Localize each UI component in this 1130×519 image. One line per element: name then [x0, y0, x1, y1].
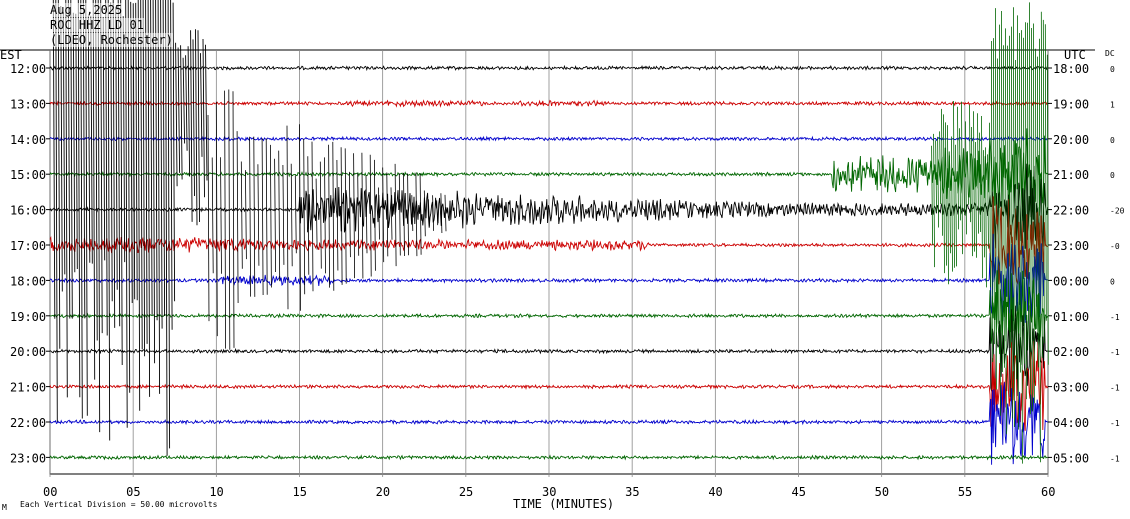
- x-tick-label: 15: [293, 485, 307, 499]
- utc-time-label: 19:00: [1053, 97, 1089, 111]
- seismic-traces: [49, 0, 1049, 465]
- trace-line: [49, 196, 1048, 285]
- est-time-label: 20:00: [10, 345, 46, 359]
- dc-offset-label: -1: [1110, 454, 1120, 463]
- trace-line: [49, 64, 1048, 72]
- est-time-label: 17:00: [10, 239, 46, 253]
- utc-time-label: 01:00: [1053, 310, 1089, 324]
- earthquake-coda: [207, 89, 447, 350]
- earthquake-signal: [52, 0, 208, 456]
- axis-labels: EST UTC DC TIME (MINUTES) M Each Vertica…: [0, 48, 1125, 512]
- header-location: (LDEO, Rochester): [50, 33, 173, 47]
- dc-axis-title: DC: [1105, 49, 1115, 58]
- dc-offset-label: -20: [1110, 207, 1125, 216]
- x-tick-label: 25: [459, 485, 473, 499]
- trace-line: [49, 233, 1048, 323]
- trace-line: [49, 341, 1049, 431]
- utc-time-label: 23:00: [1053, 239, 1089, 253]
- dc-offset-label: -0: [1110, 242, 1120, 251]
- x-tick-label: 30: [542, 485, 556, 499]
- est-time-label: 22:00: [10, 416, 46, 430]
- dc-offset-label: -1: [1110, 419, 1120, 428]
- est-time-label: 21:00: [10, 381, 46, 395]
- x-tick-label: 45: [792, 485, 806, 499]
- x-tick-label: 00: [43, 485, 57, 499]
- dc-offset-label: 0: [1110, 65, 1115, 74]
- header-date: Aug 5,2025: [50, 3, 123, 17]
- utc-time-label: 18:00: [1053, 62, 1089, 76]
- trace-line: [49, 454, 1048, 461]
- dc-offset-label: 0: [1110, 277, 1115, 286]
- x-tick-label: 50: [875, 485, 889, 499]
- header-station: ROC HHZ LD 01: [50, 18, 144, 32]
- est-axis-title: EST: [0, 48, 22, 62]
- corner-mark: M: [2, 503, 7, 512]
- trace-line: [49, 163, 1049, 249]
- dc-offset-label: -1: [1110, 313, 1120, 322]
- est-time-label: 13:00: [10, 97, 46, 111]
- dc-offset-label: -1: [1110, 348, 1120, 357]
- x-tick-label: 05: [126, 485, 140, 499]
- utc-time-label: 21:00: [1053, 168, 1089, 182]
- utc-time-label: 03:00: [1053, 381, 1089, 395]
- est-time-label: 23:00: [10, 451, 46, 465]
- late-arrival-signal: [931, 2, 1049, 464]
- dc-offset-label: -1: [1110, 384, 1120, 393]
- utc-time-label: 00:00: [1053, 274, 1089, 288]
- scale-note: Each Vertical Division = 50.00 microvolt…: [20, 500, 218, 509]
- utc-time-label: 05:00: [1053, 451, 1089, 465]
- est-time-label: 15:00: [10, 168, 46, 182]
- est-time-label: 18:00: [10, 274, 46, 288]
- x-tick-label: 20: [376, 485, 390, 499]
- trace-line: [49, 382, 1048, 465]
- dc-offset-label: 0: [1110, 136, 1115, 145]
- est-time-label: 16:00: [10, 204, 46, 218]
- utc-time-label: 04:00: [1053, 416, 1089, 430]
- x-axis-title: TIME (MINUTES): [513, 497, 614, 511]
- utc-axis-title: UTC: [1064, 48, 1086, 62]
- est-time-label: 19:00: [10, 310, 46, 324]
- utc-time-label: 22:00: [1053, 204, 1089, 218]
- dc-offset-label: 1: [1110, 100, 1115, 109]
- utc-time-label: 20:00: [1053, 133, 1089, 147]
- trace-line: [49, 270, 1048, 355]
- utc-time-label: 02:00: [1053, 345, 1089, 359]
- trace-line: [49, 305, 1048, 399]
- x-tick-label: 55: [958, 485, 972, 499]
- x-tick-label: 40: [708, 485, 722, 499]
- est-time-label: 12:00: [10, 62, 46, 76]
- x-tick-label: 35: [625, 485, 639, 499]
- x-tick-label: 60: [1041, 485, 1055, 499]
- x-tick-label: 10: [209, 485, 223, 499]
- dc-offset-label: 0: [1110, 171, 1115, 180]
- est-time-label: 14:00: [10, 133, 46, 147]
